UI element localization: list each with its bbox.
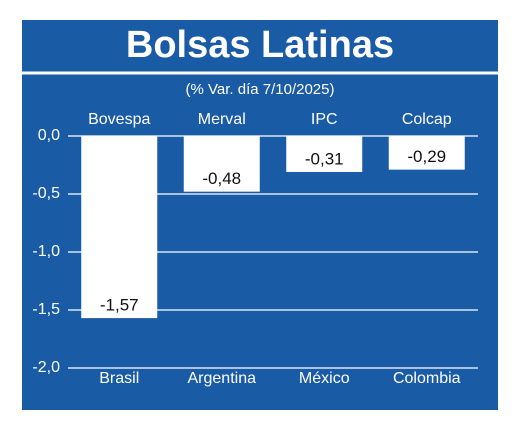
value-label: -0,48	[202, 169, 241, 188]
bar	[286, 136, 363, 172]
y-tick-label: -1,5	[32, 301, 60, 318]
index-label: IPC	[311, 111, 338, 128]
y-tick-label: 0,0	[38, 127, 60, 144]
chart-title: Bolsas Latinas	[126, 24, 394, 66]
x-tick-label: Colombia	[393, 370, 461, 387]
x-tick-label: México	[299, 370, 350, 387]
value-label: -1,57	[100, 296, 139, 315]
bar	[388, 136, 465, 170]
index-label: Bovespa	[88, 111, 150, 128]
chart-subtitle: (% Var. día 7/10/2025)	[186, 81, 335, 98]
value-label: -0,31	[305, 149, 344, 168]
y-tick-label: -2,0	[32, 359, 60, 376]
x-tick-label: Argentina	[188, 370, 257, 387]
bar	[81, 136, 158, 319]
bar	[183, 136, 260, 192]
index-label: Colcap	[402, 111, 452, 128]
x-tick-label: Brasil	[99, 370, 139, 387]
value-label: -0,29	[407, 147, 446, 166]
y-tick-label: -1,0	[32, 243, 60, 260]
index-label: Merval	[198, 111, 246, 128]
y-tick-label: -0,5	[32, 185, 60, 202]
